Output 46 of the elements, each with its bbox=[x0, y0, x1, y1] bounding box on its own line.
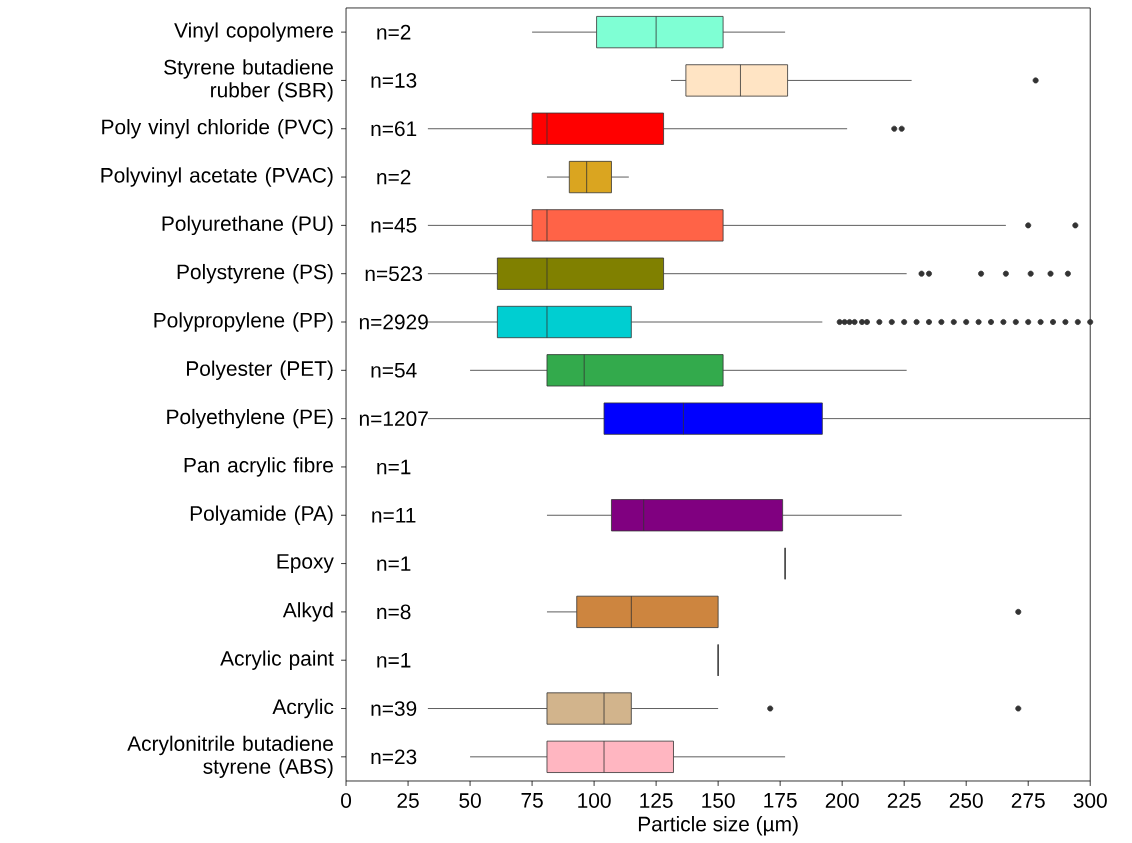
x-tick-label: 175 bbox=[764, 793, 797, 808]
x-tick-label: 50 bbox=[459, 793, 481, 809]
y-tick-label: Polypropylene (PP) bbox=[154, 312, 333, 332]
y-tick-label: Acrylic bbox=[272, 699, 334, 719]
annotation: n=1 bbox=[377, 460, 411, 475]
y-tick-label: Polyurethane (PU) bbox=[162, 215, 333, 236]
y-tick-label: Acrylic paint bbox=[220, 650, 334, 671]
y-tick-label: Poly vinyl chloride (PVC) bbox=[102, 119, 333, 139]
y-tick-label: Acrylonitrile butadiene styrene (ABS) bbox=[127, 735, 333, 779]
annotation: n=8 bbox=[377, 604, 411, 620]
x-tick-label: 200 bbox=[825, 793, 859, 809]
y-tick-label: Alkyd bbox=[282, 602, 333, 622]
annotation: n=39 bbox=[371, 701, 417, 717]
y-tick-label: Styrene butadiene rubber (SBR) bbox=[164, 59, 333, 102]
x-tick-label: 100 bbox=[578, 793, 611, 809]
annotation: n=523 bbox=[365, 266, 423, 282]
annotation: n=1 bbox=[377, 653, 411, 668]
x-tick-label: 225 bbox=[887, 793, 921, 809]
annotation: n=2929 bbox=[359, 314, 428, 330]
annotation: n=45 bbox=[371, 218, 417, 233]
annotation: n=13 bbox=[371, 73, 417, 89]
x-tick-label: 0 bbox=[341, 793, 352, 809]
y-tick-label: Polyethylene (PE) bbox=[167, 409, 333, 429]
x-tick-label: 25 bbox=[397, 793, 419, 809]
y-tick-label: Polyvinyl acetate (PVAC) bbox=[101, 167, 333, 188]
y-tick-label: Polyester (PET) bbox=[187, 360, 333, 381]
x-tick-label: 275 bbox=[1011, 793, 1045, 809]
annotation: n=1 bbox=[377, 556, 411, 572]
x-tick-label: 150 bbox=[702, 793, 735, 809]
annotation: n=54 bbox=[371, 363, 417, 378]
annotation: n=23 bbox=[371, 749, 417, 765]
annotation: n=11 bbox=[372, 508, 416, 523]
x-axis-title: Particle size (µm) bbox=[638, 816, 798, 836]
y-tick-label: Epoxy bbox=[277, 554, 334, 574]
y-tick-label: Polyamide (PA) bbox=[190, 505, 333, 526]
x-tick-label: 250 bbox=[949, 793, 983, 809]
x-tick-label: 125 bbox=[640, 793, 673, 809]
x-tick-label: 300 bbox=[1073, 793, 1107, 809]
y-tick-label: Pan acrylic fibre bbox=[184, 457, 333, 477]
annotation: n=2 bbox=[377, 170, 411, 185]
y-tick-label: Polystyrene (PS) bbox=[177, 264, 333, 284]
y-tick-label: Vinyl copolymere bbox=[174, 22, 333, 43]
x-tick-label: 75 bbox=[521, 793, 543, 808]
annotation: n=61 bbox=[371, 121, 417, 137]
annotation: n=1207 bbox=[359, 411, 428, 427]
annotation: n=2 bbox=[377, 25, 411, 40]
